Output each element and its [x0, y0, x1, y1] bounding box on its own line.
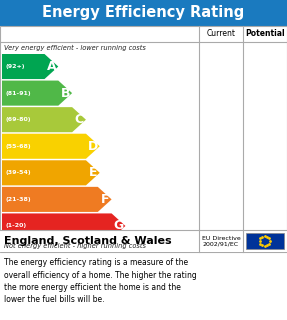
Polygon shape: [2, 160, 100, 185]
Text: EU Directive
2002/91/EC: EU Directive 2002/91/EC: [202, 236, 241, 246]
Text: (69-80): (69-80): [6, 117, 32, 122]
Bar: [0, 26, 287, 252]
Text: (81-91): (81-91): [6, 91, 32, 96]
Text: (55-68): (55-68): [6, 144, 32, 149]
Text: England, Scotland & Wales: England, Scotland & Wales: [4, 236, 172, 246]
Text: D: D: [88, 140, 98, 153]
Text: The energy efficiency rating is a measure of the
overall efficiency of a home. T: The energy efficiency rating is a measur…: [4, 258, 197, 305]
Text: C: C: [74, 113, 84, 126]
Text: A: A: [46, 60, 56, 73]
Text: Not energy efficient - higher running costs: Not energy efficient - higher running co…: [4, 243, 146, 249]
Polygon shape: [2, 54, 58, 79]
Text: Very energy efficient - lower running costs: Very energy efficient - lower running co…: [4, 45, 146, 51]
Polygon shape: [2, 187, 112, 212]
Text: G: G: [113, 220, 124, 232]
Text: (92+): (92+): [6, 64, 26, 69]
Text: F: F: [100, 193, 109, 206]
Polygon shape: [2, 81, 72, 106]
Bar: [0, 230, 287, 252]
Text: (21-38): (21-38): [6, 197, 32, 202]
Text: (39-54): (39-54): [6, 170, 32, 175]
Bar: [245, 233, 284, 249]
Text: E: E: [89, 166, 97, 179]
Text: Potential: Potential: [245, 29, 285, 38]
Polygon shape: [2, 213, 125, 238]
Text: B: B: [61, 87, 70, 100]
Text: Current: Current: [206, 29, 236, 38]
Polygon shape: [2, 134, 100, 159]
Polygon shape: [2, 107, 86, 132]
Text: (1-20): (1-20): [6, 223, 27, 228]
Text: Energy Efficiency Rating: Energy Efficiency Rating: [42, 5, 245, 20]
Bar: [0, 0, 287, 26]
